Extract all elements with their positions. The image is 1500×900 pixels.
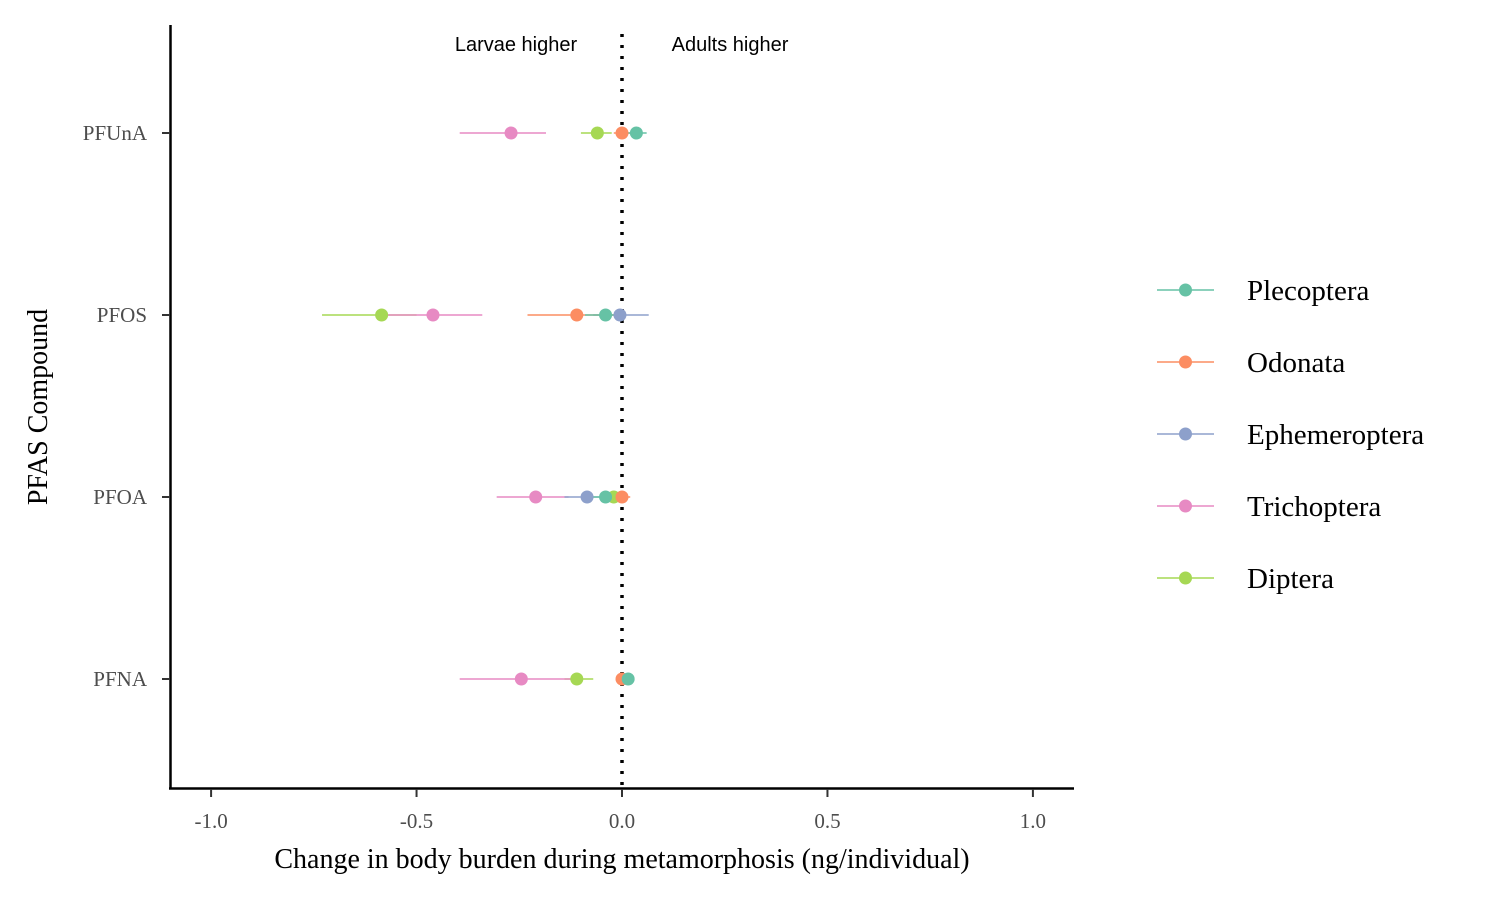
point-plecoptera-pfuna (629, 126, 643, 140)
legend-item-ephemeroptera: Ephemeroptera (1157, 419, 1424, 451)
legend-label-diptera: Diptera (1247, 563, 1334, 595)
y-tick-label-pfoa: PFOA (93, 485, 148, 509)
legend: Plecoptera Odonata Ephemeroptera Trichopter… (1157, 275, 1424, 595)
point-trichoptera-pfuna (504, 126, 518, 140)
legend-marker-plecoptera (1179, 283, 1192, 297)
annotation-adults-higher: Adults higher (672, 34, 789, 56)
point-plecoptera-pfna (621, 672, 635, 686)
y-tick-label-pfos: PFOS (97, 303, 147, 327)
point-odonata-pfuna (615, 126, 629, 140)
y-axis-title: PFAS Compound (23, 309, 54, 505)
point-plecoptera-pfos (599, 308, 613, 322)
point-odonata-pfos (570, 308, 584, 322)
x-tick-label-0: -1.0 (194, 809, 227, 833)
legend-label-ephemeroptera: Ephemeroptera (1247, 419, 1424, 451)
legend-item-odonata: Odonata (1157, 347, 1345, 379)
point-trichoptera-pfos (426, 308, 440, 322)
plot-area: PFUnA PFOS PFOA PFNA -1.0 -0.5 0.0 0.5 1.0 Larv… (83, 25, 1074, 833)
point-trichoptera-pfoa (529, 490, 543, 504)
x-axis-ticks: -1.0 -0.5 0.0 0.5 1.0 (194, 789, 1046, 833)
point-diptera-pfos (375, 308, 389, 322)
legend-label-odonata: Odonata (1247, 347, 1345, 379)
point-ephemeroptera-pfos (613, 308, 627, 322)
x-tick-label-4: 1.0 (1020, 809, 1046, 833)
point-trichoptera-pfna (514, 672, 528, 686)
point-plecoptera-pfoa (599, 490, 613, 504)
point-ephemeroptera-pfoa (580, 490, 594, 504)
point-diptera-pfna (570, 672, 584, 686)
legend-marker-odonata (1179, 355, 1192, 369)
x-axis-title: Change in body burden during metamorphos… (274, 844, 969, 875)
point-odonata-pfoa (615, 490, 629, 504)
y-axis-ticks: PFUnA PFOS PFOA PFNA (83, 121, 170, 691)
series-layer (322, 126, 649, 686)
x-tick-label-3: 0.5 (814, 809, 840, 833)
y-tick-label-pfuna: PFUnA (83, 121, 148, 145)
legend-item-trichoptera: Trichoptera (1157, 491, 1381, 523)
legend-label-trichoptera: Trichoptera (1247, 491, 1381, 523)
legend-item-plecoptera: Plecoptera (1157, 275, 1370, 307)
legend-marker-ephemeroptera (1179, 427, 1192, 441)
point-diptera-pfuna (590, 126, 604, 140)
legend-label-plecoptera: Plecoptera (1247, 275, 1370, 307)
legend-marker-trichoptera (1179, 499, 1192, 513)
legend-marker-diptera (1179, 571, 1192, 585)
y-tick-label-pfna: PFNA (93, 667, 148, 691)
x-tick-label-2: 0.0 (609, 809, 635, 833)
x-tick-label-1: -0.5 (400, 809, 433, 833)
legend-item-diptera: Diptera (1157, 563, 1334, 595)
annotation-larvae-higher: Larvae higher (455, 34, 578, 56)
